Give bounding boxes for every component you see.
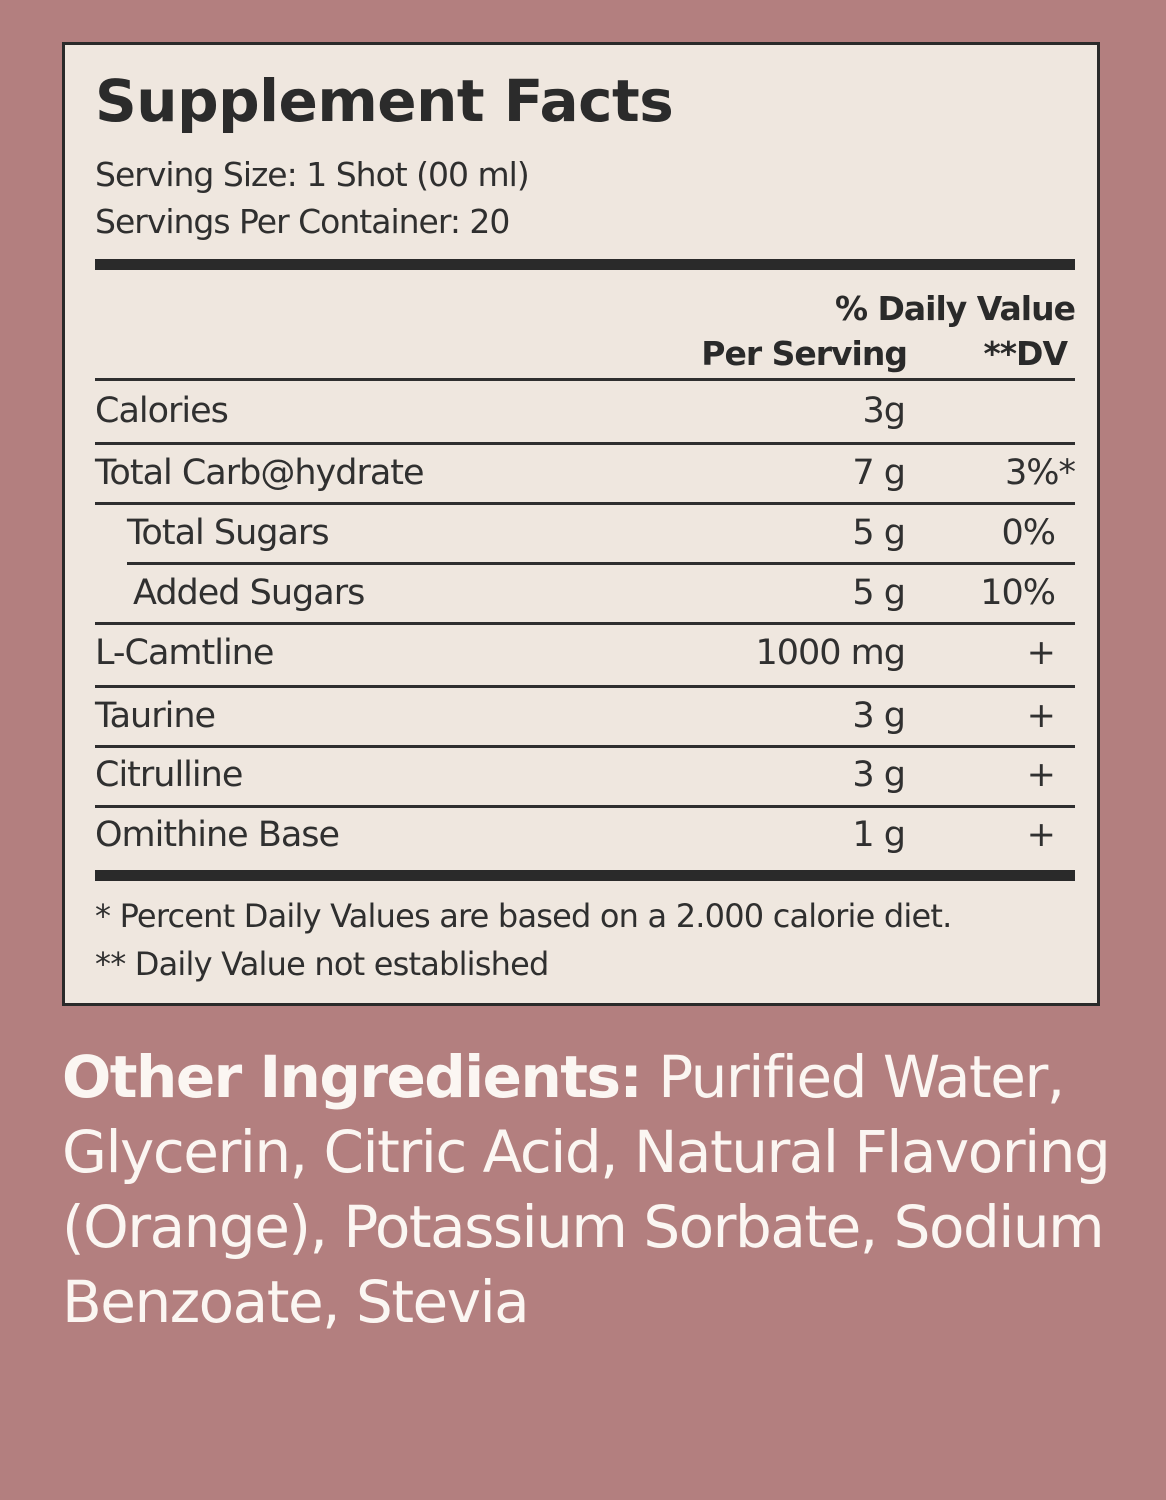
nutrient-row: Added Sugars 5 g 10% bbox=[95, 565, 1075, 623]
divider bbox=[95, 622, 1075, 625]
thick-divider bbox=[95, 870, 1075, 881]
nutrient-row: Total Sugars 5 g 0% bbox=[95, 505, 1075, 563]
nutrient-amount: 5 g bbox=[852, 513, 906, 553]
nutrient-row: Total Carb@hydrate 7 g 3%* bbox=[95, 445, 1076, 503]
nutrient-dv: + bbox=[1026, 696, 1056, 736]
header-daily-value: % Daily Value bbox=[834, 289, 1076, 328]
nutrient-dv: 0% bbox=[1001, 513, 1056, 553]
nutrient-name: L-Camtline bbox=[95, 633, 274, 673]
divider bbox=[95, 378, 1075, 381]
nutrient-dv: 3%* bbox=[1004, 453, 1076, 493]
nutrient-amount: 5 g bbox=[852, 573, 906, 613]
other-ingredients-text: Purified Water, Glycerin, Citric Acid, N… bbox=[62, 1043, 1111, 1336]
nutrient-amount: 1 g bbox=[852, 815, 906, 855]
other-ingredients-label: Other Ingredients: bbox=[62, 1043, 643, 1111]
divider bbox=[95, 805, 1075, 808]
nutrient-name: Total Sugars bbox=[127, 513, 330, 553]
header-dv: **DV bbox=[983, 334, 1068, 373]
other-ingredients: Other Ingredients: Purified Water, Glyce… bbox=[62, 1040, 1152, 1340]
servings-per-container: Servings Per Container: 20 bbox=[95, 202, 510, 241]
nutrient-name: Omithine Base bbox=[95, 815, 340, 855]
nutrient-dv: + bbox=[1026, 755, 1056, 795]
nutrient-dv: 10% bbox=[980, 573, 1056, 613]
serving-size: Serving Size: 1 Shot (00 ml) bbox=[95, 155, 530, 194]
nutrient-row: Omithine Base 1 g + bbox=[95, 807, 1075, 865]
divider bbox=[95, 442, 1075, 445]
nutrient-row: Calories 3g bbox=[95, 383, 1075, 441]
nutrient-amount: 7 g bbox=[852, 453, 906, 493]
nutrient-row: Taurine 3 g + bbox=[95, 688, 1075, 746]
panel-title: Supplement Facts bbox=[95, 67, 674, 135]
nutrient-row: L-Camtline 1000 mg + bbox=[95, 625, 1075, 683]
nutrient-dv: + bbox=[1026, 633, 1056, 673]
nutrient-name: Total Carb@hydrate bbox=[95, 453, 425, 493]
nutrient-amount: 1000 mg bbox=[755, 633, 906, 673]
nutrient-name: Taurine bbox=[95, 696, 216, 736]
divider bbox=[95, 745, 1075, 748]
thick-divider bbox=[95, 259, 1075, 270]
divider bbox=[95, 502, 1075, 505]
divider bbox=[95, 685, 1075, 688]
nutrient-amount: 3 g bbox=[852, 755, 906, 795]
supplement-facts-panel: Supplement Facts Serving Size: 1 Shot (0… bbox=[62, 42, 1100, 1006]
nutrient-name: Added Sugars bbox=[133, 573, 365, 613]
divider bbox=[127, 562, 1075, 565]
nutrient-amount: 3 g bbox=[852, 696, 906, 736]
footnote: ** Daily Value not established bbox=[95, 945, 549, 983]
nutrient-dv: + bbox=[1026, 815, 1056, 855]
footnote: * Percent Daily Values are based on a 2.… bbox=[95, 897, 952, 935]
nutrient-amount: 3g bbox=[862, 391, 906, 431]
nutrient-row: Citrulline 3 g + bbox=[95, 747, 1075, 805]
nutrient-name: Calories bbox=[95, 391, 229, 431]
header-per-serving: Per Serving bbox=[701, 334, 908, 373]
nutrient-name: Citrulline bbox=[95, 755, 243, 795]
